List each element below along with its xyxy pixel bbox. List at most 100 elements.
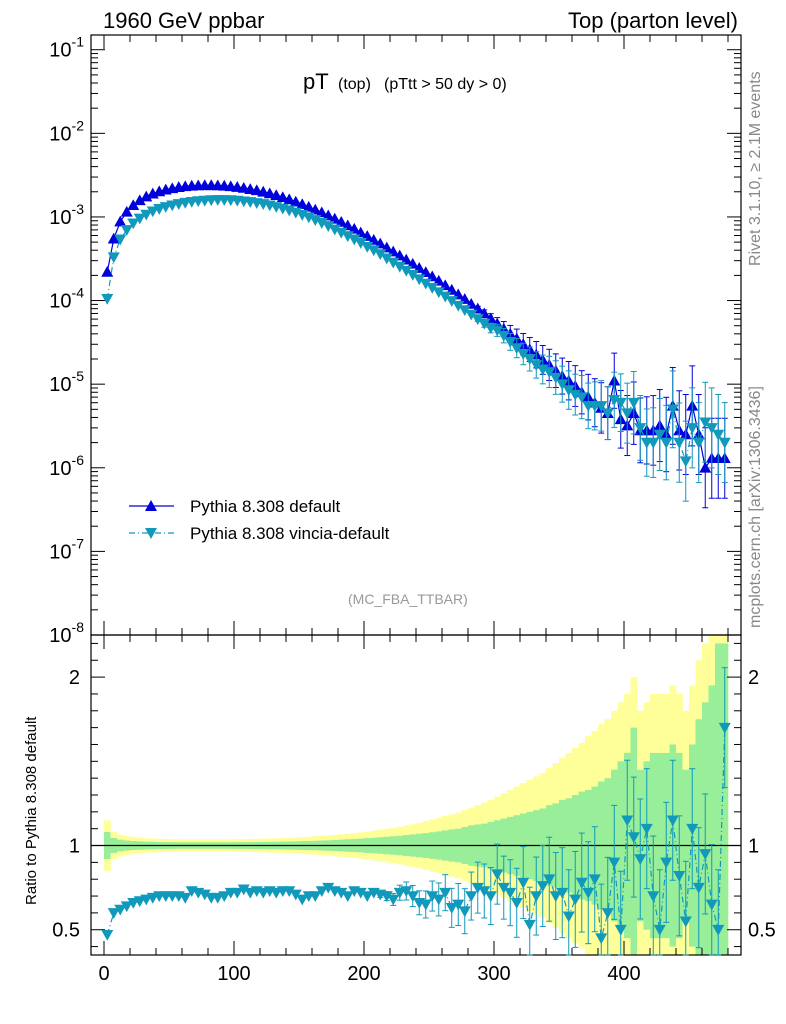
series-vincia-marker	[673, 437, 686, 449]
series-vincia-marker	[380, 253, 393, 265]
series-vincia-marker	[315, 218, 328, 229]
band-inner-bin	[708, 685, 716, 955]
x-tick-label: 100	[217, 963, 250, 985]
series-default-marker	[114, 215, 127, 227]
series-default-marker	[289, 195, 302, 207]
ratio-y-tick-label-left: 0.5	[52, 920, 80, 942]
header-right: Top (parton level)	[568, 8, 738, 33]
series-vincia-marker	[114, 234, 127, 246]
ratio-ylabel: Ratio to Pythia 8.308 default	[23, 716, 40, 905]
series-vincia-marker	[595, 401, 608, 412]
series-default-marker	[393, 249, 406, 261]
side-label-mcplots: mcplots.cern.ch [arXiv:1306.3436]	[747, 386, 764, 628]
plot-title-sub: (top)	[338, 76, 371, 93]
ratio-vincia-marker	[341, 891, 354, 903]
series-vincia-marker	[361, 241, 374, 253]
series-vincia-marker	[653, 429, 666, 441]
ratio-vincia-marker	[322, 882, 335, 894]
ratio-vincia-marker	[523, 919, 536, 931]
series-vincia-marker	[374, 249, 387, 261]
series-default-marker	[127, 199, 140, 211]
series-default-marker	[341, 219, 354, 231]
ratio-vincia-marker	[517, 877, 530, 889]
ratio-vincia-marker	[361, 891, 374, 903]
series-default-marker	[335, 216, 348, 227]
series-vincia-marker	[471, 314, 484, 326]
series-vincia-marker	[679, 456, 692, 468]
ratio-y-tick-label-right: 2	[748, 667, 759, 689]
legend-marker-vincia	[145, 528, 157, 539]
ratio-vincia-marker	[484, 891, 497, 903]
legend-label-default: Pythia 8.308 default	[190, 497, 341, 516]
series-default-marker	[309, 203, 322, 215]
ratio-vincia-marker	[400, 886, 413, 897]
y-tick-label: 10-6	[49, 452, 84, 480]
ratio-vincia-marker	[419, 899, 432, 911]
header-left: 1960 GeV ppbar	[103, 8, 265, 33]
series-default-line	[106, 184, 725, 470]
ratio-vincia-marker	[315, 886, 328, 897]
ratio-vincia-marker	[114, 904, 127, 916]
series-vincia-marker	[406, 270, 419, 281]
ratio-vincia-marker	[179, 892, 192, 904]
ratio-y-tick-label-left: 2	[69, 667, 80, 689]
ratio-vincia-marker	[705, 899, 718, 911]
series-vincia-marker	[432, 287, 445, 299]
series-vincia-marker	[562, 385, 575, 397]
series-default-marker	[322, 209, 335, 221]
series-default-marker	[432, 274, 445, 286]
ratio-vincia-marker	[608, 857, 621, 869]
series-vincia-marker	[393, 261, 406, 273]
ratio-vincia-marker	[692, 882, 705, 894]
series-vincia-marker	[445, 296, 458, 307]
ratio-vincia-marker	[686, 823, 699, 835]
ratio-vincia-marker	[465, 891, 478, 903]
ratio-y-tick-label-left: 1	[69, 836, 80, 858]
band-inner-bin	[721, 643, 729, 955]
ratio-vincia-marker	[627, 832, 640, 844]
series-vincia-marker	[309, 215, 322, 226]
series-vincia-marker	[699, 417, 712, 429]
series-default-marker	[348, 222, 361, 234]
ratio-vincia-marker	[575, 877, 588, 889]
ratio-vincia-marker	[556, 887, 569, 899]
series-default-marker	[302, 200, 315, 212]
ratio-vincia-marker	[491, 869, 504, 881]
ratio-vincia-marker	[569, 894, 582, 906]
series-vincia-marker	[504, 337, 517, 348]
ratio-vincia-marker	[309, 891, 322, 903]
series-vincia-marker	[153, 204, 166, 215]
series-default-marker	[328, 212, 341, 224]
series-vincia-marker	[419, 278, 432, 290]
ratio-vincia-marker	[497, 882, 510, 894]
ratio-vincia-marker	[296, 894, 309, 906]
series-vincia-marker	[608, 395, 621, 406]
ratio-vincia-marker	[289, 889, 302, 901]
upper-frame	[90, 34, 742, 636]
series-vincia-marker	[510, 343, 523, 355]
ratio-vincia-marker	[582, 887, 595, 899]
series-vincia-marker	[517, 349, 530, 360]
series-default-marker	[426, 270, 439, 282]
ratio-vincia-marker	[231, 887, 244, 899]
series-vincia-marker	[107, 252, 120, 264]
series-vincia-marker	[718, 437, 731, 449]
ratio-vincia-marker	[660, 857, 673, 869]
series-vincia-marker	[413, 274, 426, 286]
plot-title-condition: (pTtt > 50 dy > 0)	[384, 76, 507, 93]
series-vincia-marker	[627, 397, 640, 409]
ratio-vincia-marker	[595, 933, 608, 945]
ratio-vincia-marker	[530, 891, 543, 903]
series-vincia-marker	[387, 257, 400, 269]
series-vincia-marker	[452, 300, 465, 312]
ratio-vincia-marker	[666, 815, 679, 827]
legend-marker-default	[145, 500, 157, 511]
series-vincia-marker	[686, 423, 699, 434]
series-default-marker	[120, 205, 133, 217]
series-vincia-marker	[666, 404, 679, 416]
series-vincia-marker	[601, 408, 614, 420]
series-vincia-marker	[634, 423, 647, 434]
series-default-marker	[296, 198, 309, 210]
series-vincia-marker	[458, 305, 471, 317]
series-vincia-marker	[354, 238, 367, 249]
